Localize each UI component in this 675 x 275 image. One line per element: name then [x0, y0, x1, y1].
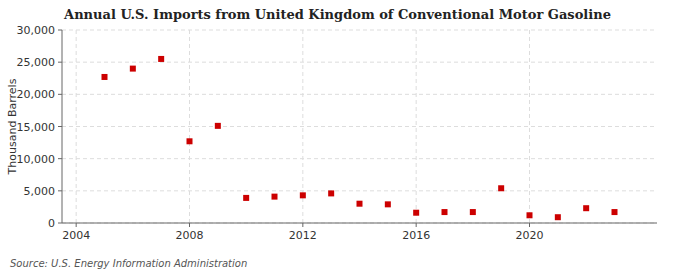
y-tick [58, 158, 62, 159]
x-tick [529, 223, 530, 227]
y-grid-line [62, 190, 657, 191]
source-note: Source: U.S. Energy Information Administ… [10, 258, 247, 269]
point [583, 205, 589, 211]
y-tick-label: 25,000 [17, 56, 56, 69]
point [215, 123, 221, 129]
point [385, 201, 391, 207]
point [328, 190, 334, 196]
point [130, 66, 136, 72]
y-tick [58, 62, 62, 63]
chart: 2004 2008 2012 2016 2020 0 5,000 10,000 15,000 20… [0, 0, 675, 275]
point [555, 214, 561, 220]
point [300, 192, 306, 198]
y-tick-label: 10,000 [17, 153, 56, 166]
y-grid-line [62, 94, 657, 95]
y-grid-line [62, 62, 657, 63]
point [357, 201, 363, 207]
x-tick [76, 223, 77, 227]
y-tick-label: 20,000 [17, 88, 56, 101]
title: Annual U.S. Imports from United Kingdom … [63, 7, 611, 22]
point [413, 210, 419, 216]
x-tick-label: 2008 [176, 229, 204, 242]
x-tick [416, 223, 417, 227]
y-grid-line [62, 30, 657, 31]
y-grid-line [62, 126, 657, 127]
point [498, 185, 504, 191]
point [442, 209, 448, 215]
y-tick [58, 190, 62, 191]
y-tick [58, 94, 62, 95]
y-tick-label: 0 [48, 217, 55, 230]
y-tick-label: 30,000 [17, 24, 56, 37]
points [102, 56, 618, 220]
x-tick-label: 2012 [289, 229, 317, 242]
y-tick-label: 15,000 [17, 121, 56, 134]
y-grid-line [62, 223, 657, 224]
y-tick [58, 126, 62, 127]
point [243, 195, 249, 201]
x-tick-label: 2016 [402, 229, 430, 242]
point [470, 209, 476, 215]
tick-labels: 2004 2008 2012 2016 2020 0 5,000 10,000 15,000 20… [17, 24, 544, 242]
grid [62, 30, 657, 223]
x-axis-line [62, 223, 657, 224]
point [187, 138, 193, 144]
chart-container: 2004 2008 2012 2016 2020 0 5,000 10,000 15,000 20… [0, 0, 675, 275]
point [158, 56, 164, 62]
point [102, 74, 108, 80]
x-tick-label: 2004 [62, 229, 90, 242]
point [272, 194, 278, 200]
y-tick [58, 223, 62, 224]
point [527, 212, 533, 218]
x-grid-line [529, 30, 530, 223]
x-tick-label: 2020 [516, 229, 544, 242]
y-tick-label: 5,000 [24, 185, 56, 198]
y-grid-line [62, 158, 657, 159]
x-tick [302, 223, 303, 227]
point [612, 209, 618, 215]
y-tick [58, 30, 62, 31]
x-tick [189, 223, 190, 227]
y-axis-label: Thousand Barrels [6, 78, 19, 175]
